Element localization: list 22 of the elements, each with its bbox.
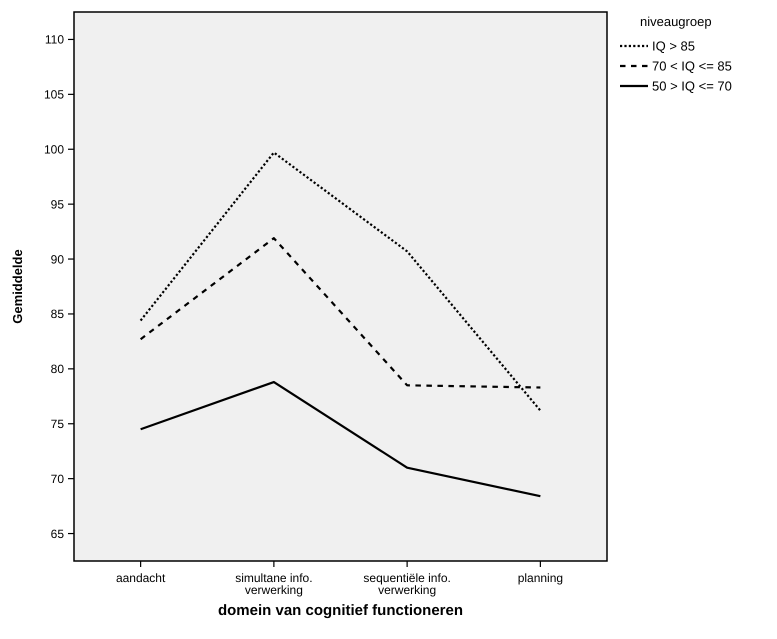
- x-tick-label: sequentiële info. verwerking: [363, 571, 451, 597]
- y-axis-title: Gemiddelde: [10, 249, 25, 324]
- x-tick-label: planning: [518, 571, 564, 585]
- y-tick-label: 105: [44, 88, 64, 102]
- y-tick-label: 70: [50, 472, 64, 486]
- y-tick-label: 90: [50, 252, 64, 266]
- y-tick-label: 75: [50, 416, 64, 431]
- y-tick-label: 65: [50, 526, 64, 541]
- x-tick-label: aandacht: [116, 571, 166, 585]
- legend-title: niveaugroep: [640, 14, 712, 29]
- y-tick-label: 80: [50, 362, 64, 376]
- legend-label: IQ > 85: [652, 38, 695, 54]
- line-series: [140, 151, 542, 412]
- legend-label: 50 > IQ <= 70: [652, 78, 732, 94]
- y-tick-label: 110: [44, 32, 64, 47]
- x-tick-label: simultane info. verwerking: [235, 571, 313, 597]
- y-tick-label: 100: [44, 142, 64, 156]
- legend-label: 70 < IQ <= 85: [652, 58, 732, 74]
- y-tick-label: 95: [50, 197, 64, 212]
- y-tick-label: 85: [50, 307, 64, 322]
- line-series: [140, 380, 542, 498]
- x-axis-title: domein van cognitief functioneren: [218, 602, 464, 619]
